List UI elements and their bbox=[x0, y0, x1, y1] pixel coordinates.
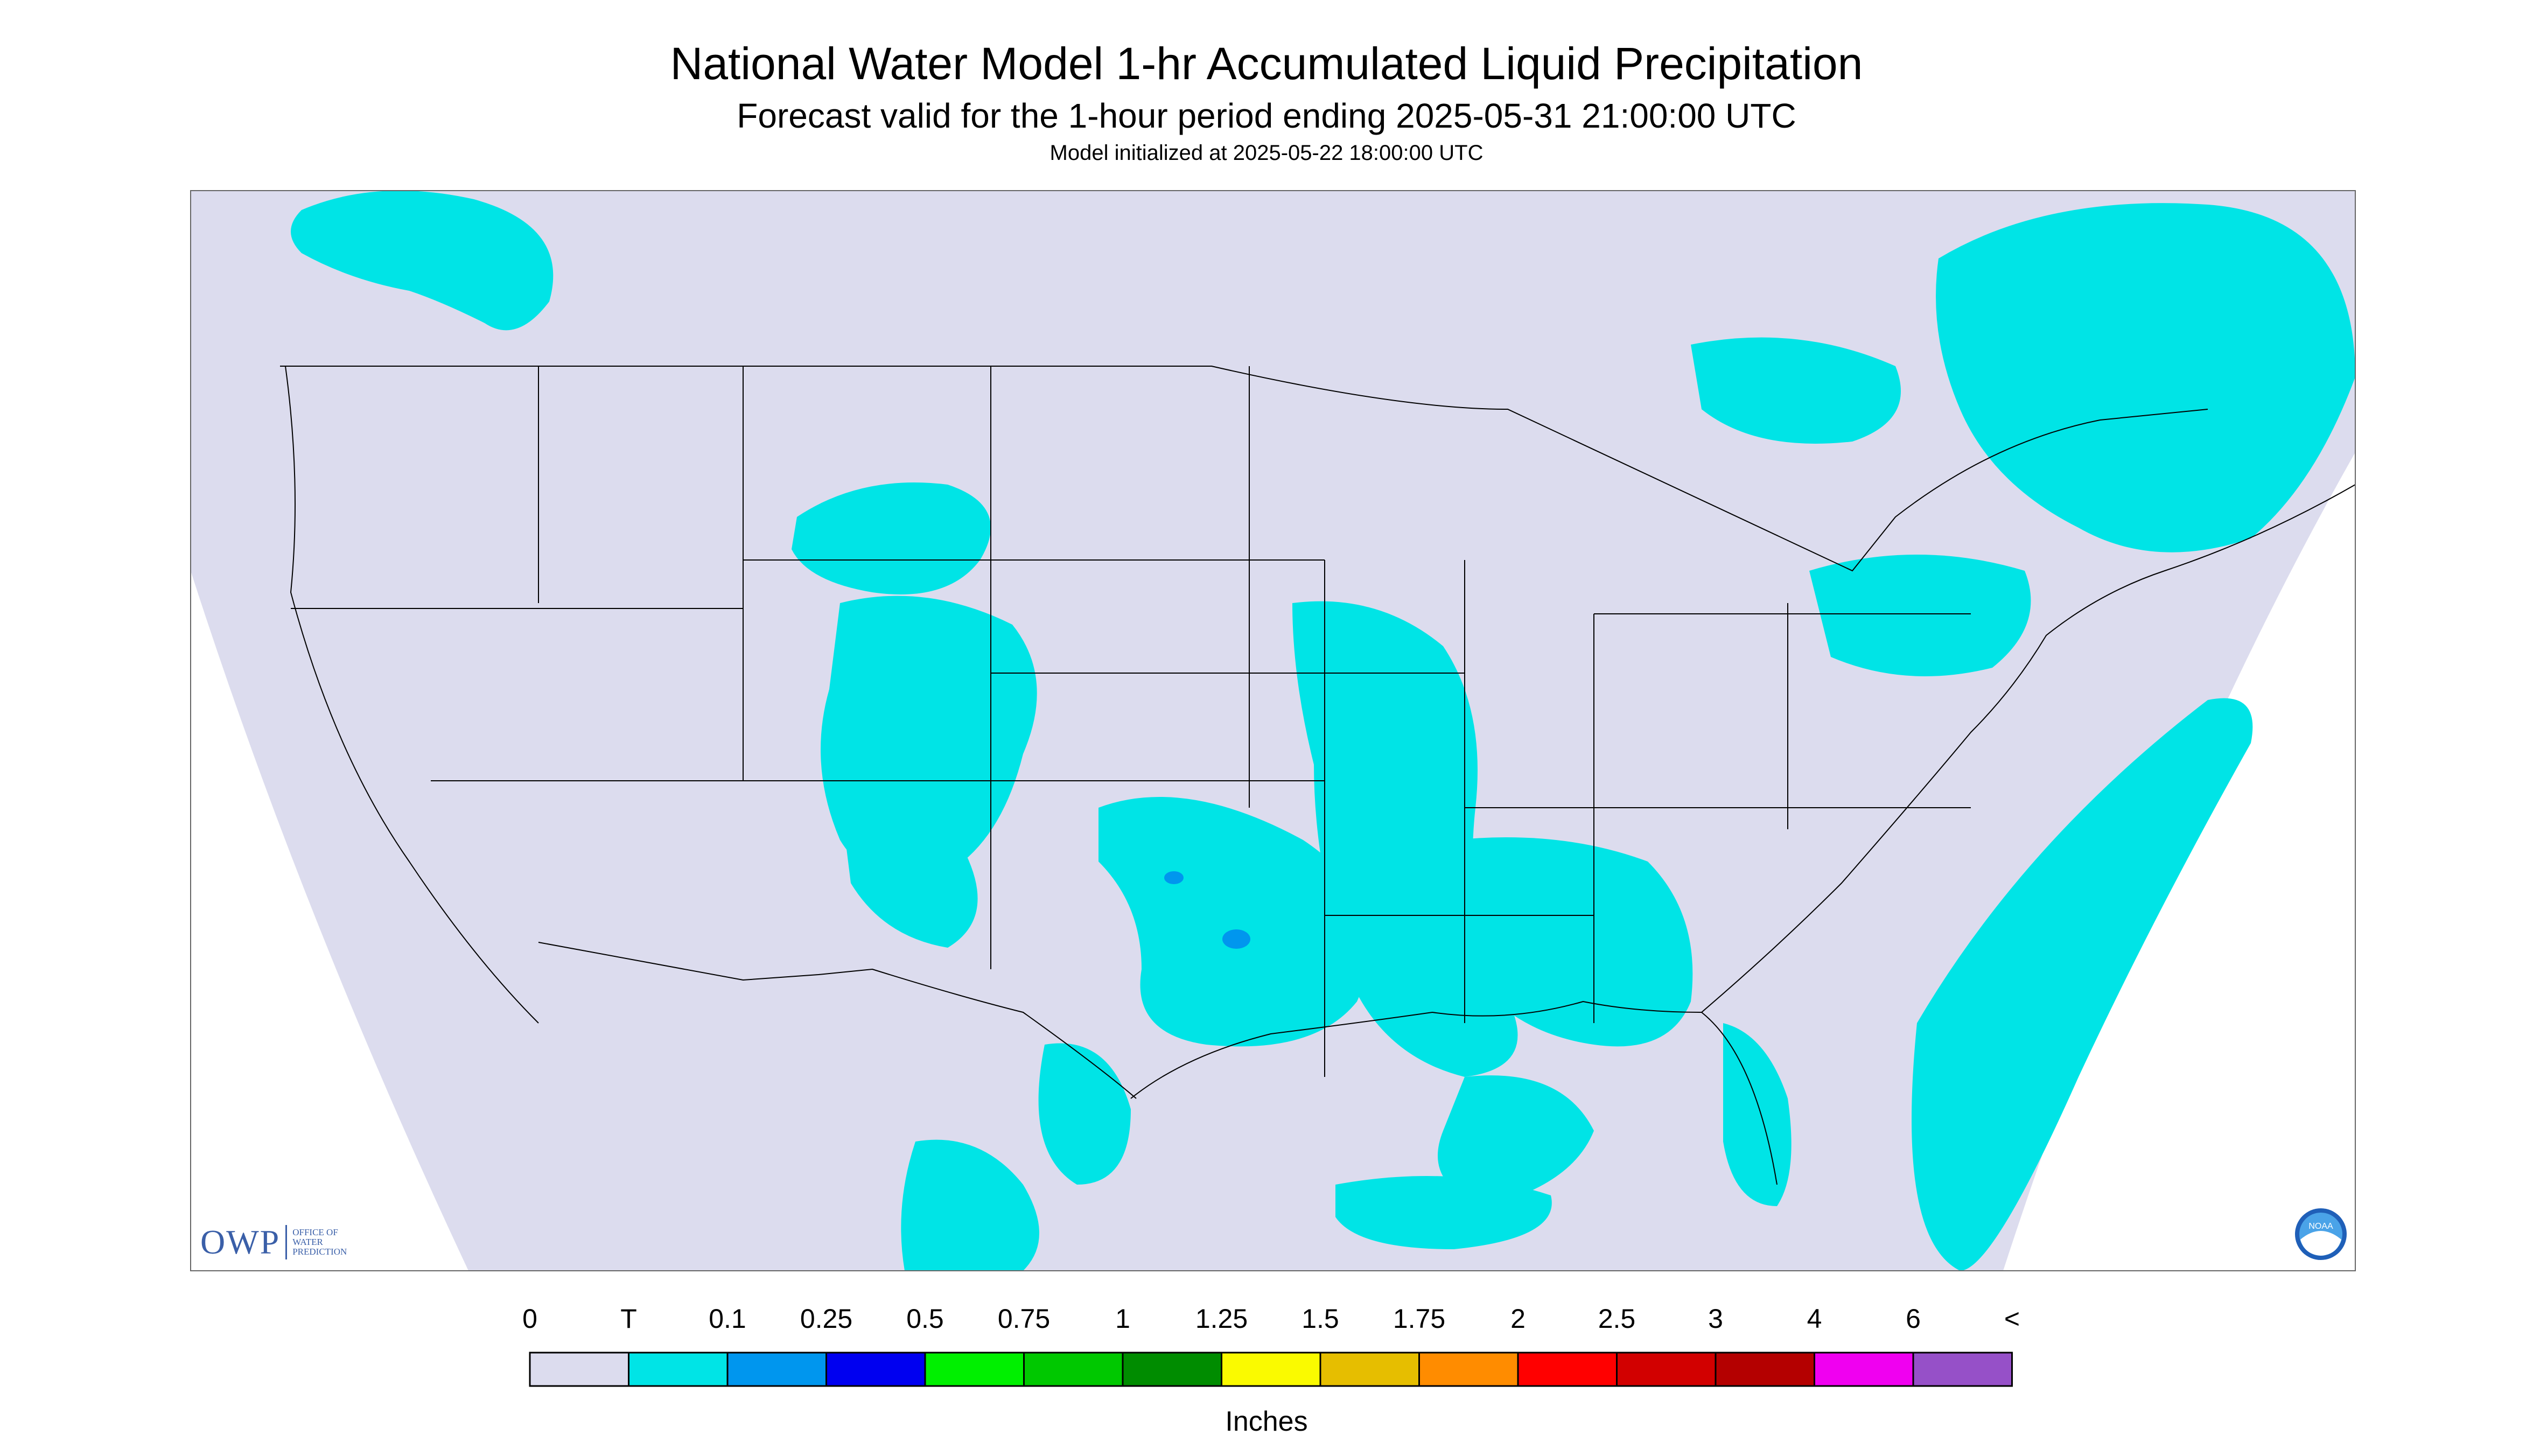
precip-area-northeast bbox=[1936, 203, 2355, 552]
colorbar-tick-label: < bbox=[2004, 1304, 2020, 1334]
us-canada-border bbox=[280, 366, 2208, 572]
noaa-logo-text: NOAA bbox=[2308, 1222, 2333, 1231]
precip-area-gulf-south bbox=[1335, 1176, 1552, 1249]
colorbar-tick-label: 2.5 bbox=[1598, 1304, 1636, 1334]
colorbar-tick-label: 0.5 bbox=[906, 1304, 944, 1334]
map-subtitle: Forecast valid for the 1-hour period end… bbox=[737, 96, 1796, 135]
gulf-coast bbox=[1130, 1000, 1778, 1185]
precipitation-areas bbox=[291, 191, 2355, 1271]
colorbar-tick-label: 1.25 bbox=[1195, 1304, 1248, 1334]
precip-area-wyoming bbox=[792, 482, 991, 594]
owp-logo-text: OFFICE OF WATER PREDICTION bbox=[292, 1228, 347, 1257]
precip-area-mexico bbox=[1038, 1043, 1131, 1185]
precip-area-northwest-canada bbox=[291, 191, 554, 331]
precip-area-southern-mexico bbox=[901, 1139, 1039, 1271]
precip-area-florida bbox=[1723, 1023, 1792, 1206]
owp-logo-separator bbox=[285, 1225, 288, 1259]
precip-area-mississippi-valley bbox=[1292, 601, 1518, 1077]
heavier-precip-spots bbox=[1164, 871, 1250, 949]
precip-area-atlantic bbox=[1912, 698, 2253, 1271]
colorbar-tick-label: 1 bbox=[1115, 1304, 1130, 1334]
precip-area-ontario bbox=[1691, 337, 1901, 444]
colorbar-tick-label: 4 bbox=[1807, 1304, 1822, 1334]
units-label: Inches bbox=[1225, 1406, 1308, 1437]
colorbar-tick-label: 6 bbox=[1906, 1304, 1921, 1334]
colorbar-tick-label: T bbox=[620, 1304, 637, 1334]
noaa-logo: NOAA bbox=[2295, 1208, 2347, 1260]
state-borders bbox=[280, 366, 2356, 1185]
colorbar-tick-label: 1.75 bbox=[1393, 1304, 1446, 1334]
precip-area-gulf bbox=[1438, 1075, 1594, 1206]
owp-logo-line-1: OFFICE OF bbox=[292, 1227, 338, 1237]
colorbar-tick-label: 2 bbox=[1510, 1304, 1526, 1334]
precip-area-southeast bbox=[1454, 837, 1693, 1047]
precip-area-new-mexico bbox=[840, 795, 978, 948]
precip-spot-oklahoma bbox=[1164, 871, 1184, 884]
colorbar-tick-label: 0.75 bbox=[997, 1304, 1051, 1334]
colorbar-tick-label: 0.1 bbox=[709, 1304, 746, 1334]
west-coast bbox=[285, 366, 539, 1024]
state-line-2 bbox=[291, 559, 1971, 916]
owp-logo-line-3: PREDICTION bbox=[292, 1247, 347, 1257]
model-init-text: Model initialized at 2025-05-22 18:00:00… bbox=[1049, 141, 1484, 165]
map-title: National Water Model 1-hr Accumulated Li… bbox=[670, 38, 1863, 89]
map-border bbox=[190, 190, 2356, 1271]
precip-area-south-plains bbox=[1098, 797, 1370, 1047]
owp-logo: OWP OFFICE OF WATER PREDICTION bbox=[200, 1222, 347, 1262]
colorbar-tick-label: 1.5 bbox=[1302, 1304, 1339, 1334]
precip-spot-texas bbox=[1222, 929, 1250, 949]
us-mexico-border bbox=[538, 942, 1137, 1099]
colorbar-tick-label: 0 bbox=[522, 1304, 537, 1334]
state-line-1 bbox=[538, 366, 1788, 1077]
precip-area-midatlantic bbox=[1809, 555, 2031, 676]
map-domain bbox=[191, 191, 2355, 1271]
owp-logo-mark: OWP bbox=[200, 1223, 281, 1261]
owp-logo-line-2: WATER bbox=[292, 1237, 323, 1247]
east-coast bbox=[1701, 484, 2356, 1013]
colorbar-tick-label: 3 bbox=[1708, 1304, 1723, 1334]
colorbar-tick-label: 0.25 bbox=[800, 1304, 853, 1334]
